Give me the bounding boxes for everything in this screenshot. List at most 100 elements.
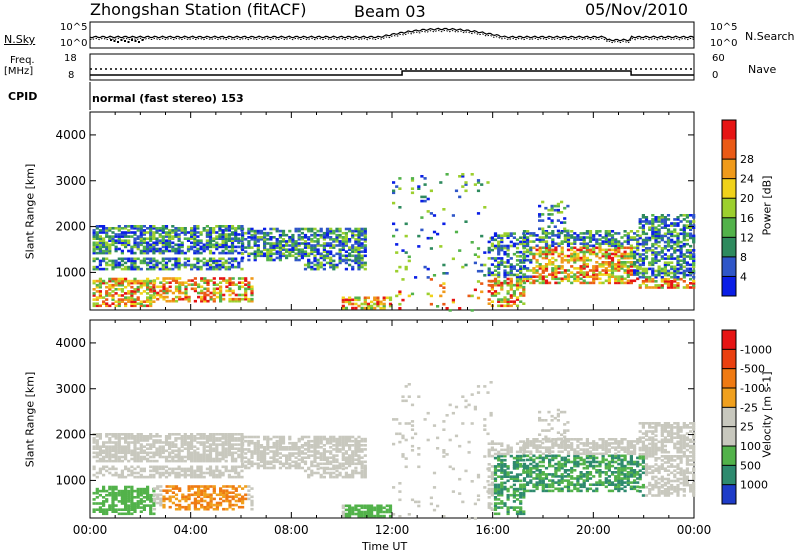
heatmap-cell xyxy=(95,227,99,230)
heatmap-cell xyxy=(657,273,661,277)
heatmap-cell xyxy=(382,510,386,514)
heatmap-cell xyxy=(503,298,507,301)
heatmap-cell xyxy=(666,214,671,217)
heatmap-cell xyxy=(215,225,219,228)
heatmap-cell xyxy=(247,283,251,286)
heatmap-cell xyxy=(429,278,433,281)
heatmap-cell xyxy=(692,271,696,275)
heatmap-cell xyxy=(227,257,231,261)
heatmap-cell xyxy=(215,459,219,463)
heatmap-cell xyxy=(617,254,621,258)
heatmap-cell xyxy=(483,424,487,427)
heatmap-cell xyxy=(139,233,143,236)
heatmap-cell xyxy=(193,501,197,505)
heatmap-cell xyxy=(532,254,536,258)
heatmap-cell xyxy=(503,454,507,458)
heatmap-cell xyxy=(120,267,124,271)
heatmap-cell xyxy=(297,254,301,258)
heatmap-cell xyxy=(117,294,121,297)
heatmap-cell xyxy=(171,445,175,448)
heatmap-cell xyxy=(139,475,143,479)
heatmap-cell xyxy=(186,247,191,251)
heatmap-cell xyxy=(620,256,624,260)
heatmap-cell xyxy=(354,452,358,455)
heatmap-cell xyxy=(152,279,157,282)
heatmap-cell xyxy=(357,298,361,302)
heatmap-cell xyxy=(208,451,213,455)
heatmap-cell xyxy=(522,485,527,489)
heatmap-cell xyxy=(186,257,191,261)
heatmap-cell xyxy=(124,457,128,461)
heatmap-cell xyxy=(344,512,348,516)
heatmap-cell xyxy=(654,251,658,254)
heatmap-cell xyxy=(348,258,352,262)
heatmap-cell xyxy=(660,277,664,281)
heatmap-cell xyxy=(526,471,530,474)
heatmap-cell xyxy=(124,231,128,234)
heatmap-cell xyxy=(360,466,364,470)
heatmap-cell xyxy=(338,259,342,263)
heatmap-cell xyxy=(363,444,367,447)
heatmap-cell xyxy=(535,248,539,252)
heatmap-cell xyxy=(215,475,219,479)
heatmap-cell xyxy=(149,285,153,289)
heatmap-cell xyxy=(351,233,355,237)
heatmap-cell xyxy=(98,279,102,283)
heatmap-cell xyxy=(136,290,140,293)
heatmap-cell xyxy=(620,265,624,268)
heatmap-cell xyxy=(256,464,260,468)
heatmap-cell xyxy=(638,259,642,262)
heatmap-cell xyxy=(503,281,507,285)
heatmap-cell xyxy=(158,233,162,236)
heatmap-cell xyxy=(476,247,481,250)
heatmap-cell xyxy=(588,230,593,233)
heatmap-cell xyxy=(130,267,134,271)
heatmap-cell xyxy=(548,258,552,262)
heatmap-cell xyxy=(111,453,115,457)
heatmap-cell xyxy=(224,259,228,263)
heatmap-cell xyxy=(237,475,241,479)
heatmap-cell xyxy=(370,306,374,310)
heatmap-cell xyxy=(108,485,112,489)
heatmap-cell xyxy=(102,443,106,446)
heatmap-cell xyxy=(212,227,216,230)
heatmap-cell xyxy=(467,451,471,454)
heatmap-cell xyxy=(629,273,633,276)
heatmap-cell xyxy=(205,243,209,247)
heatmap-cell xyxy=(676,275,680,279)
heatmap-cell xyxy=(351,452,355,455)
heatmap-cell xyxy=(576,248,580,252)
heatmap-cell xyxy=(348,454,352,457)
heatmap-cell xyxy=(266,439,270,443)
heatmap-cell xyxy=(522,464,527,468)
heatmap-cell xyxy=(588,250,593,254)
heatmap-cell xyxy=(313,454,317,457)
heatmap-cell xyxy=(541,269,545,272)
heatmap-cell xyxy=(241,256,245,260)
heatmap-cell xyxy=(108,277,112,281)
heatmap-cell xyxy=(582,273,586,276)
heatmap-cell xyxy=(500,454,504,458)
heatmap-cell xyxy=(376,506,380,510)
heatmap-cell xyxy=(335,454,339,457)
heatmap-cell xyxy=(205,439,209,442)
heatmap-cell xyxy=(250,460,254,464)
heatmap-cell xyxy=(177,447,181,450)
heatmap-cell xyxy=(291,238,295,241)
heatmap-cell xyxy=(111,455,115,459)
heatmap-cell xyxy=(155,465,159,469)
heatmap-cell xyxy=(120,233,124,236)
heatmap-cell xyxy=(117,263,121,267)
heatmap-cell xyxy=(209,499,213,503)
heatmap-cell xyxy=(92,257,96,261)
heatmap-cell xyxy=(490,465,494,468)
heatmap-cell xyxy=(310,227,314,231)
heatmap-cell xyxy=(291,460,295,464)
heatmap-cell xyxy=(644,267,649,271)
heatmap-cell xyxy=(247,448,251,451)
heatmap-cell xyxy=(219,289,223,293)
heatmap-cell xyxy=(529,281,533,285)
heatmap-cell xyxy=(487,496,491,499)
heatmap-cell xyxy=(538,219,542,222)
heatmap-cell xyxy=(500,460,504,464)
